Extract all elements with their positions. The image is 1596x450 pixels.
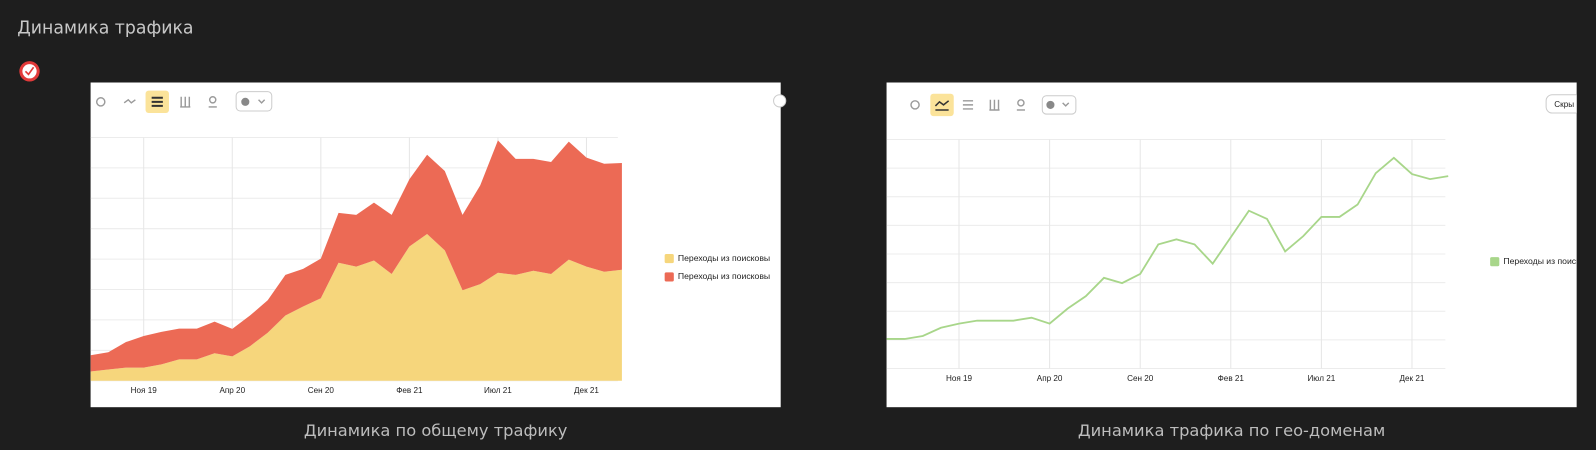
chart-caption: Динамика трафика по гео-доменам — [1078, 421, 1385, 440]
hide-button[interactable] — [1545, 94, 1587, 114]
x-tick-label: Дек 21 — [1400, 374, 1425, 383]
hide-button-label[interactable]: Скры — [1554, 100, 1574, 109]
check-icon[interactable] — [19, 61, 40, 82]
plot: Ноя 19 Апр 20 Сен 20 Фев 21 Июл 21 Дек 21 Пере… — [90, 136, 770, 395]
x-tick-label: Дек 21 — [574, 386, 599, 395]
x-tick-label: Ноя 19 — [946, 374, 973, 383]
legend-swatch — [664, 272, 674, 282]
plot: Ноя 19 Апр 20 Сен 20 Фев 21 Июл 21 Дек 21 Пере… — [886, 138, 1580, 383]
x-tick-label: Сен 20 — [1127, 374, 1154, 383]
dropdown[interactable] — [235, 91, 273, 112]
toolbar — [95, 90, 787, 114]
chart-caption: Динамика по общему трафику — [304, 421, 568, 440]
legend-label: Переходы из поисковы — [678, 271, 770, 281]
area — [90, 140, 622, 372]
area — [90, 234, 622, 381]
x-tick-label: Апр 20 — [219, 386, 245, 395]
x-tick-label: Сен 20 — [308, 386, 335, 395]
x-tick-label: Апр 20 — [1037, 374, 1063, 383]
x-tick-label: Фев 21 — [396, 386, 423, 395]
legend-swatch — [1490, 257, 1500, 267]
x-tick-label: Ноя 19 — [131, 386, 158, 395]
legend-swatch — [664, 254, 674, 264]
dropdown[interactable] — [1041, 95, 1077, 115]
toolbar — [910, 93, 1077, 117]
x-tick-label: Июл 21 — [484, 386, 512, 395]
page-title: Динамика трафика — [17, 19, 193, 39]
x-tick-label: Фев 21 — [1218, 374, 1245, 383]
x-tick-label: Июл 21 — [1307, 374, 1335, 383]
legend-label: Переходы из поисковы — [678, 253, 770, 263]
toolbar-button-active[interactable] — [930, 93, 954, 117]
chart-panel — [886, 82, 1577, 408]
line — [886, 156, 1449, 340]
legend-label: Переходы из поиск — [1503, 256, 1580, 266]
